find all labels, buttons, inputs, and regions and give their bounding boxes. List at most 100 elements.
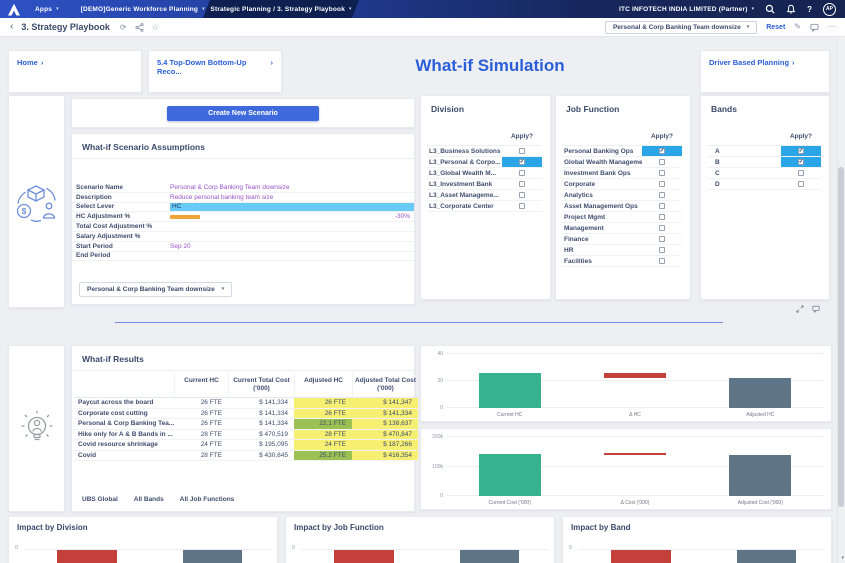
checkbox[interactable] [658,224,666,232]
assumption-value[interactable]: Sep 20 [170,242,191,250]
apply-cell[interactable] [502,179,542,189]
checkbox[interactable] [658,158,666,166]
caret-down-icon: ▾ [349,5,352,12]
apply-cell[interactable]: ✓ [781,157,821,167]
results-context-model[interactable]: UBS Global [82,496,118,503]
topbar-right-cluster: ITC INFOTECH INDIA LIMITED (Partner) ▾ ?… [619,2,845,16]
apply-cell[interactable] [642,245,682,255]
back-chevron-icon[interactable]: ‹ [10,21,14,32]
assumption-value[interactable] [170,252,414,261]
reset-button[interactable]: Reset [766,23,786,31]
comments-icon[interactable] [810,23,819,32]
results-row-label: Covid [74,451,174,462]
user-avatar[interactable]: AP [823,2,836,16]
job-function-row: Personal Banking Ops ✓ [562,146,682,157]
assumption-value[interactable]: Personal & Corp Banking Team downsize [170,183,290,191]
checkbox[interactable] [658,180,666,188]
checkbox[interactable] [658,235,666,243]
more-options-icon[interactable]: ⋯ [828,22,836,31]
checkbox[interactable] [658,213,666,221]
assumption-value[interactable]: -30% [170,212,414,221]
nav-card-home[interactable]: Home › [8,50,142,93]
workspace-selector[interactable]: [DEMO]Generic Workforce Planning ▾ [81,6,205,13]
refresh-icon[interactable]: ⟳ [119,22,127,32]
hc-waterfall-chart: 0 20 40 Current HC Δ HC Adjusted HC [437,351,823,418]
help-button[interactable]: ? [807,4,812,14]
apply-cell[interactable]: ✓ [781,146,821,156]
job-function-row: Facilities [562,256,682,267]
assumption-value[interactable] [170,222,414,231]
apply-cell[interactable] [642,223,682,233]
results-column-header: Adjusted HC [294,373,352,399]
apply-cell[interactable] [642,201,682,211]
checkbox[interactable] [658,191,666,199]
job-function-checklist: Personal Banking Ops ✓ Global Wealth Manag… [556,146,690,267]
create-new-scenario-button[interactable]: Create New Scenario [167,105,319,121]
assumption-label: Scenario Name [76,183,123,191]
assumption-value[interactable] [170,232,414,241]
expand-icon[interactable] [796,305,804,313]
share-icon[interactable] [135,22,144,32]
results-context-bands[interactable]: All Bands [133,496,164,503]
apply-cell[interactable] [502,190,542,200]
results-context-jobs[interactable]: All Job Functions [179,496,235,503]
apply-cell[interactable] [642,157,682,167]
apply-cell[interactable] [502,168,542,178]
apply-cell[interactable]: ✓ [642,146,682,156]
x-axis-label: Δ HC [629,412,641,418]
apply-cell[interactable] [502,146,542,156]
row-label: Facilities [564,257,592,265]
band-row: C [707,168,821,179]
apply-cell[interactable]: ✓ [502,157,542,167]
apply-cell[interactable] [781,168,821,178]
checkbox[interactable] [658,169,666,177]
assumptions-scenario-dropdown[interactable]: Personal & Corp Banking Team downsize ▾ [79,282,233,297]
apply-cell[interactable] [642,212,682,222]
apply-cell[interactable] [781,179,821,189]
checkbox[interactable]: ✓ [658,147,666,155]
assumption-value[interactable]: HC [170,202,414,212]
checkbox[interactable] [518,169,526,177]
anaplan-logo-icon[interactable] [7,3,21,16]
apply-cell[interactable] [642,168,682,178]
checkbox[interactable] [518,191,526,199]
checkbox[interactable]: ✓ [797,147,805,155]
checkbox[interactable] [518,202,526,210]
edit-pencil-icon[interactable]: ✎ [794,22,801,31]
comment-icon[interactable] [812,305,820,313]
nav-card-driver-based-planning[interactable]: Driver Based Planning › [700,50,830,93]
job-function-row: Investment Bank Ops [562,168,682,179]
assumption-value[interactable]: Reduce personal banking team size [170,193,274,201]
scrollbar-thumb[interactable] [838,167,844,507]
notifications-bell-icon[interactable] [786,4,796,14]
apply-cell[interactable] [642,234,682,244]
checkbox[interactable] [797,169,805,177]
scrollbar-down-arrow-icon[interactable]: ▾ [841,555,844,561]
scenario-page-selector[interactable]: Personal & Corp Banking Team downsize ▾ [604,20,758,34]
checkbox[interactable]: ✓ [797,158,805,166]
checkbox[interactable]: ✓ [518,158,526,166]
apply-cell[interactable] [642,190,682,200]
checkbox[interactable] [658,246,666,254]
apply-cell[interactable] [642,179,682,189]
checkbox[interactable] [518,180,526,188]
apply-cell[interactable] [642,256,682,266]
checkbox[interactable] [658,202,666,210]
page-toolbar: ‹ 3. Strategy Playbook ⟳ ☆ Personal & Co… [0,18,845,37]
vertical-scrollbar[interactable]: ▾ [837,37,845,563]
checkbox[interactable] [518,147,526,155]
row-label: HR [564,246,574,254]
results-column-header: Current Total Cost ('000) [228,373,294,399]
apps-menu-button[interactable]: Apps ▾ [35,6,59,13]
nav-card-topdown-bottomup[interactable]: 5.4 Top-Down Bottom-Up Reco... › [148,50,282,93]
tenant-selector[interactable]: ITC INFOTECH INDIA LIMITED (Partner) ▾ [619,6,754,13]
active-page-tab[interactable]: Strategic Planning / 3. Strategy Playboo… [203,0,359,18]
checkbox[interactable] [658,257,666,265]
whatif-results-panel: What-if Results Current HC Current Total … [71,345,418,512]
checkbox[interactable] [797,180,805,188]
search-icon[interactable] [765,4,775,14]
apply-cell[interactable] [502,201,542,211]
favorite-star-icon[interactable]: ☆ [151,22,159,32]
results-table: Current HC Current Total Cost ('000) Adjus… [74,373,418,462]
results-cell: $ 141,347 [352,398,418,409]
